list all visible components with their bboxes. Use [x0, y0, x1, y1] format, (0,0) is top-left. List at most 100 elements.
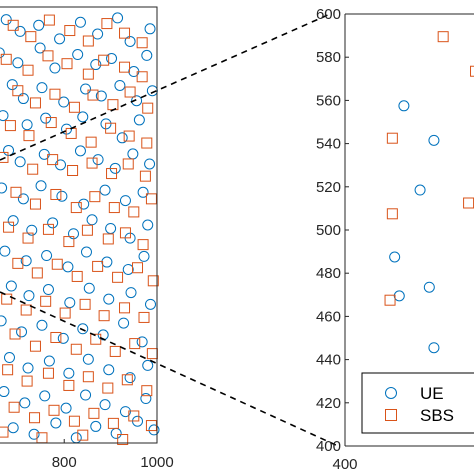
overview-sbs-point [7, 19, 19, 31]
overview-ue-point [133, 114, 145, 126]
legend-sbs-marker [385, 409, 397, 421]
overview-sbs-point [139, 170, 151, 182]
zoom-sbs-point [463, 197, 474, 209]
overview-ue-point [99, 399, 111, 411]
overview-sbs-point [10, 186, 22, 198]
overview-sbs-point [63, 236, 75, 248]
overview-ue-point [62, 261, 74, 273]
overview-ue-point [144, 158, 156, 170]
overview-sbs-point [1, 293, 13, 305]
overview-sbs-point [23, 130, 35, 142]
overview-ue-point [86, 214, 98, 226]
legend: UE SBS [361, 372, 474, 434]
zoom-panel: 400 420 440 460 480 500 520 540 560 580 600 400 UE … [316, 6, 474, 473]
overview-ue-point [136, 336, 148, 348]
overview-ue-point [42, 284, 54, 296]
overview-sbs-point [51, 258, 63, 270]
overview-sbs-point [137, 239, 149, 251]
overview-ue-point [41, 250, 53, 262]
overview-sbs-point [36, 432, 48, 444]
overview-ue-point [82, 353, 94, 365]
overview-sbs-point [42, 50, 54, 62]
overview-ue-point [72, 49, 84, 61]
overview-sbs-point [124, 86, 136, 98]
zoom-y-tick-label: 600 [316, 6, 341, 23]
zoom-ue-point [414, 184, 426, 196]
overview-ue-point [114, 79, 126, 91]
overview-sbs-point [45, 117, 57, 129]
zoom-y-tick-label: 420 [316, 395, 341, 412]
zoom-y-tick-label: 480 [316, 265, 341, 282]
zoom-sbs-point [386, 208, 398, 220]
overview-ue-point [0, 245, 11, 257]
overview-ue-point [142, 219, 154, 231]
overview-sbs-point [71, 270, 83, 282]
overview-ue-point [141, 49, 153, 61]
zoom-y-tick-label: 520 [316, 179, 341, 196]
overview-sbs-point [29, 198, 41, 210]
overview-ue-point [83, 282, 95, 294]
overview-sbs-point [138, 311, 150, 323]
overview-ue-point [56, 190, 68, 202]
overview-ue-point [110, 427, 122, 439]
overview-ue-point [80, 246, 92, 258]
overview-ue-point [118, 317, 130, 329]
overview-sbs-point [136, 71, 148, 83]
zoom-points [384, 31, 474, 354]
overview-sbs-point [42, 367, 54, 379]
overview-sbs-point [59, 307, 71, 319]
overview-sbs-point [9, 328, 21, 340]
overview-sbs-point [145, 420, 157, 432]
overview-sbs-point [29, 412, 41, 424]
overview-sbs-point [3, 221, 15, 233]
overview-ue-point [36, 82, 48, 94]
overview-ue-point [103, 293, 115, 305]
overview-sbs-point [8, 401, 20, 413]
overview-ue-point [0, 386, 10, 398]
overview-points [0, 12, 160, 446]
overview-ue-point [125, 287, 137, 299]
overview-sbs-point [21, 375, 33, 387]
overview-sbs-point [82, 371, 94, 383]
overview-ue-point [0, 14, 12, 26]
overview-ue-point [105, 222, 117, 234]
overview-sbs-point [81, 224, 93, 236]
overview-plot-frame [0, 6, 158, 444]
overview-ue-point [99, 184, 111, 196]
overview-sbs-point [82, 35, 94, 47]
overview-sbs-point [119, 302, 131, 314]
overview-sbs-point [129, 338, 141, 350]
zoom-connector-top [0, 13, 331, 161]
overview-sbs-point [102, 233, 114, 245]
zoom-sbs-point [437, 31, 449, 43]
overview-sbs-point [0, 151, 9, 163]
overview-sbs-point [117, 434, 129, 446]
overview-sbs-point [85, 136, 97, 148]
overview-ue-point [106, 52, 118, 64]
overview-ue-point [124, 372, 136, 384]
overview-sbs-point [61, 58, 73, 70]
overview-ue-point [5, 280, 17, 292]
overview-x-ticks: 800 1000 [52, 439, 174, 471]
overview-sbs-point [29, 340, 41, 352]
overview-ue-point [20, 255, 32, 267]
zoom-ue-point [428, 342, 440, 354]
zoom-ue-point [389, 251, 401, 263]
overview-ue-point [17, 93, 29, 105]
overview-ue-point [78, 198, 90, 210]
overview-ue-point [116, 132, 128, 144]
overview-ue-point [124, 35, 136, 47]
zoom-sbs-point [470, 65, 474, 77]
overview-sbs-point [25, 31, 37, 43]
overview-sbs-point [79, 298, 91, 310]
overview-x-tick-label: 800 [52, 454, 77, 471]
zoom-axis-ticks: 400 420 440 460 480 500 520 540 560 580 600 400 [316, 6, 358, 473]
overview-ue-point [95, 90, 107, 102]
overview-ue-point [39, 390, 51, 402]
overview-ue-point [21, 119, 33, 131]
overview-ue-point [7, 422, 19, 434]
overview-sbs-point [112, 271, 124, 283]
overview-sbs-point [147, 275, 159, 287]
overview-sbs-point [107, 417, 119, 429]
overview-x-tick-label: 1000 [140, 454, 173, 471]
